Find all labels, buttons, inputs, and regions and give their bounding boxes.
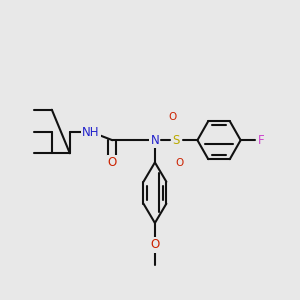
Text: O: O: [169, 112, 177, 122]
Text: S: S: [172, 134, 180, 147]
Text: NH: NH: [82, 125, 100, 139]
Text: O: O: [150, 238, 160, 251]
Text: N: N: [151, 134, 159, 147]
Text: O: O: [175, 158, 184, 168]
Text: O: O: [108, 156, 117, 169]
Text: F: F: [258, 134, 265, 147]
